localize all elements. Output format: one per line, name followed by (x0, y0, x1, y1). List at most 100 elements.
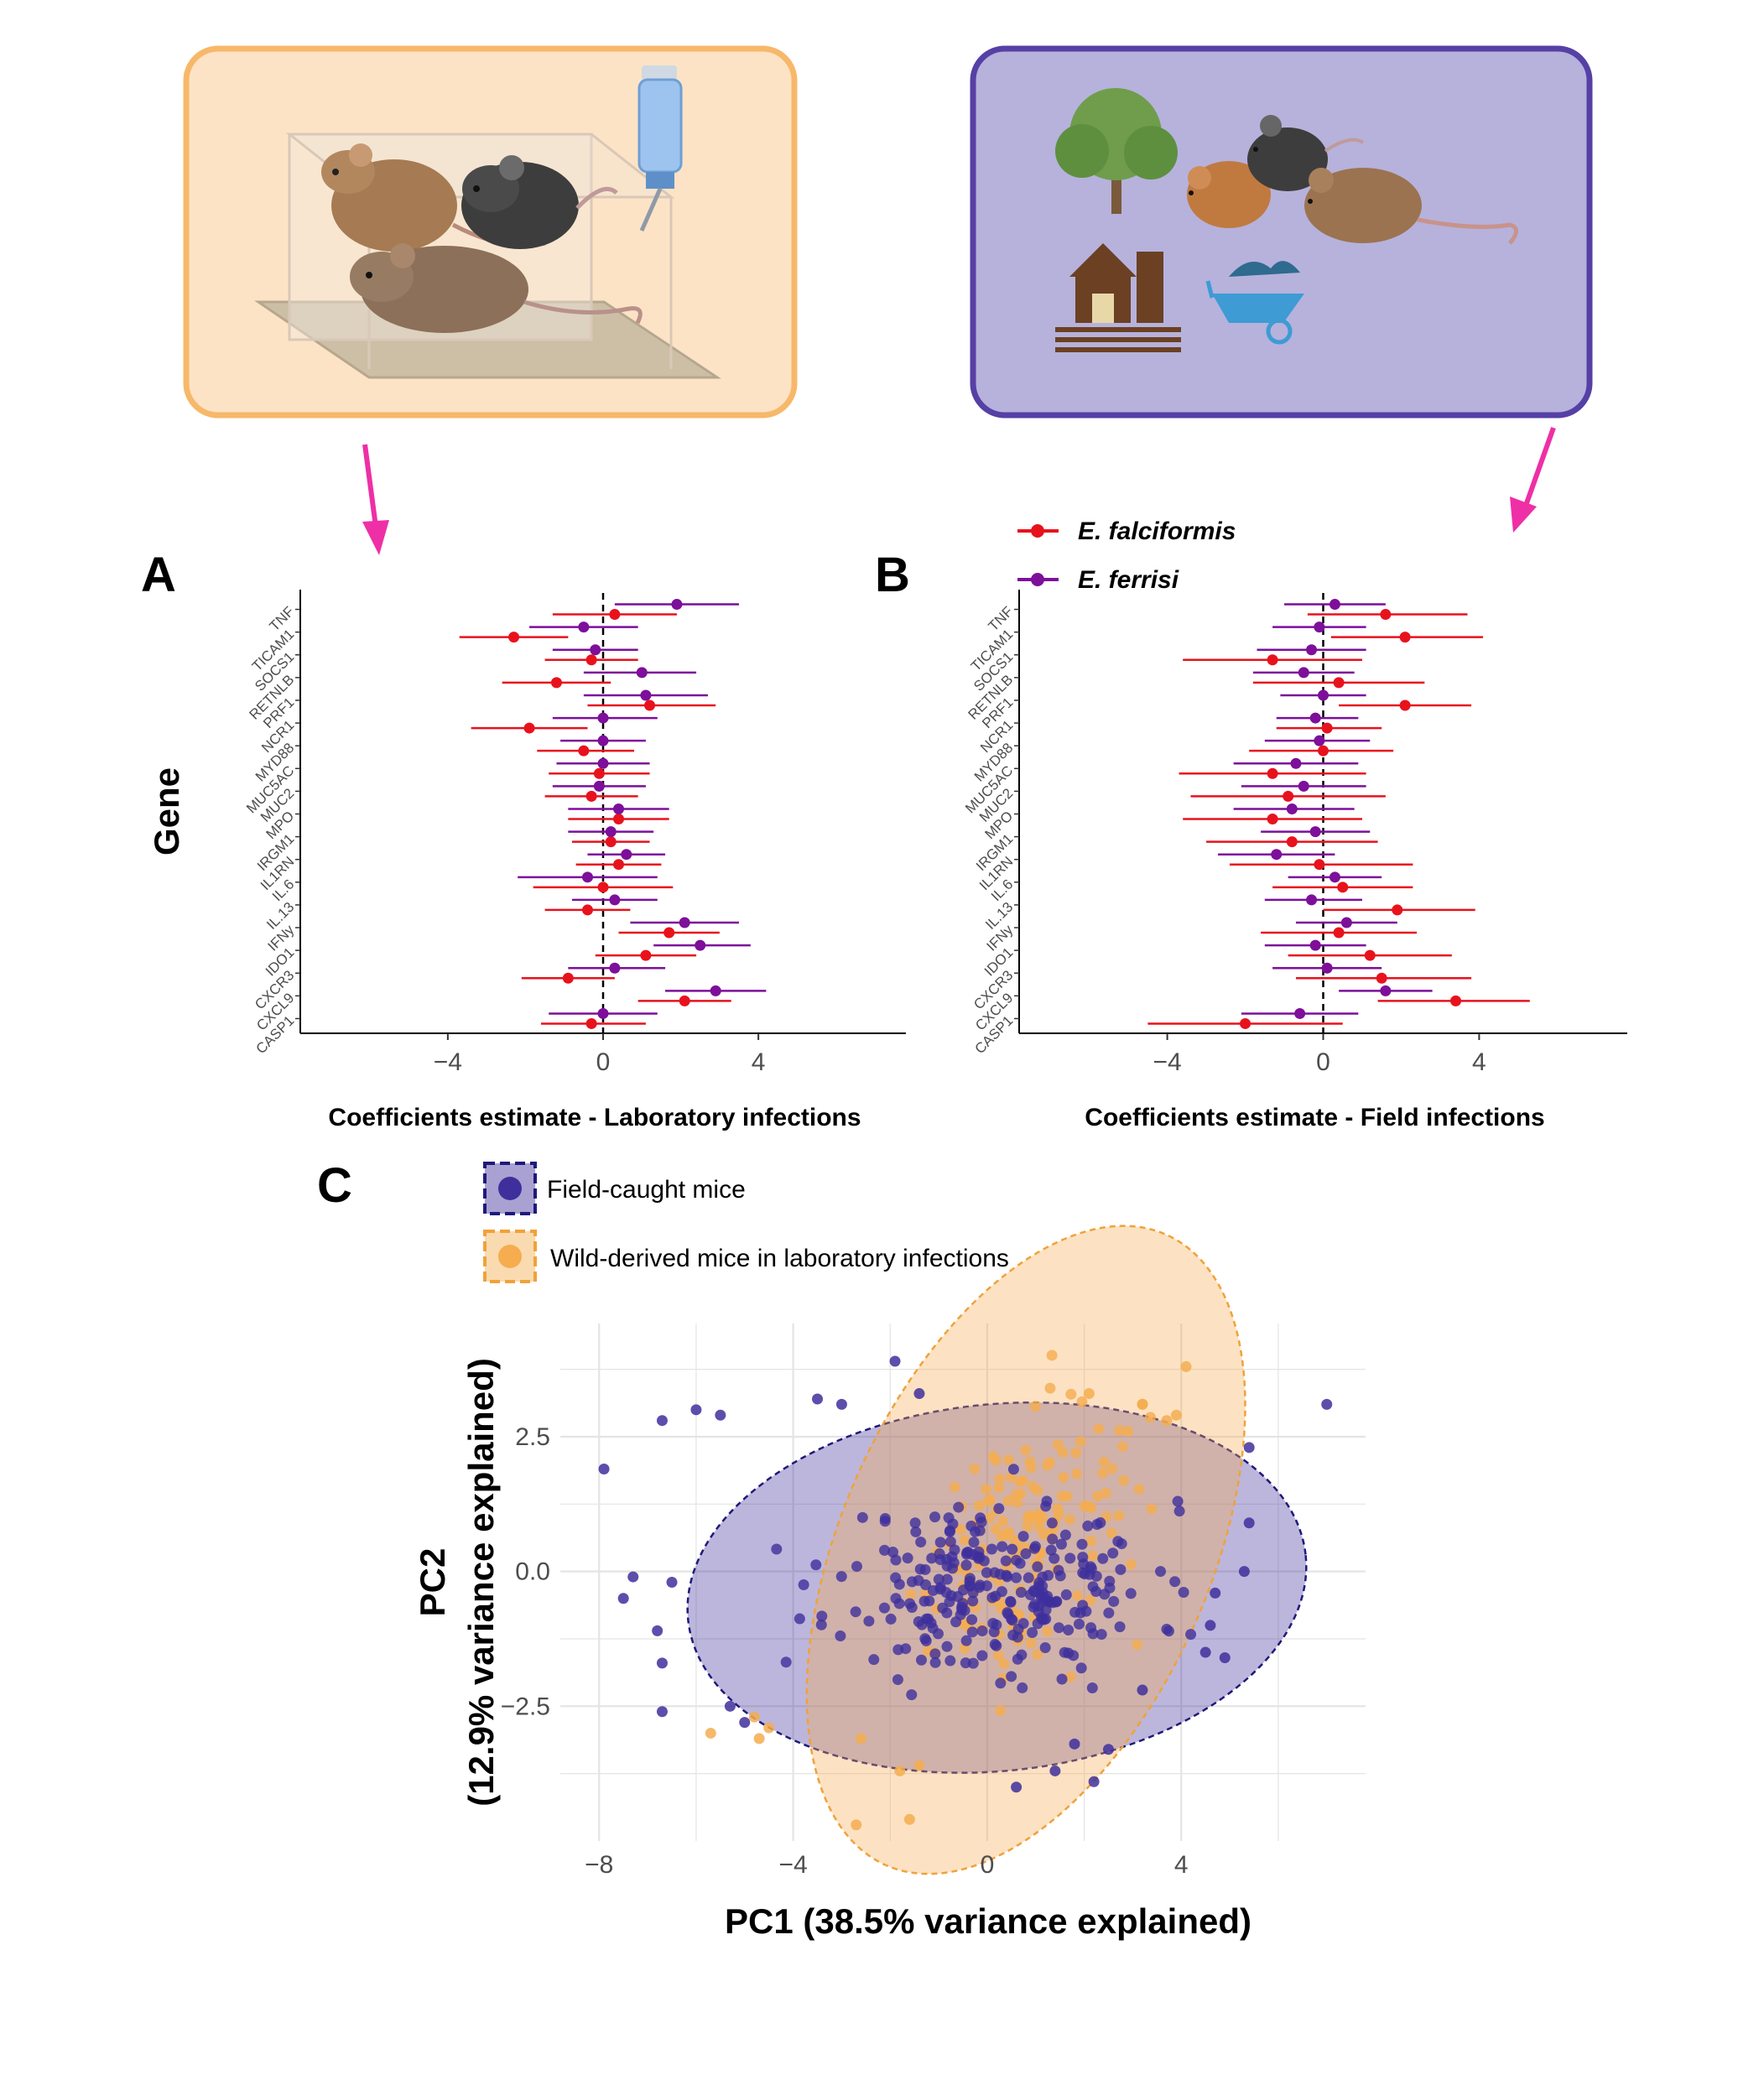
x-tick-label: 0 (1316, 1048, 1330, 1076)
lab-mouse-point (1091, 1490, 1103, 1502)
estimate-point (1240, 1017, 1251, 1029)
estimate-point (1321, 962, 1333, 974)
estimate-point (671, 599, 683, 611)
field-mouse-point (890, 1572, 902, 1584)
x-tick-label: −8 (585, 1851, 613, 1879)
lab-mouse-point (1113, 1510, 1125, 1521)
field-mouse-point (780, 1656, 792, 1668)
estimate-point (613, 859, 625, 871)
lab-mouse-point (1022, 1512, 1033, 1524)
lab-mouse-point (1170, 1409, 1182, 1421)
field-mouse-point (1114, 1621, 1126, 1633)
field-mouse-point (981, 1567, 992, 1578)
field-mouse-point (944, 1525, 956, 1537)
estimate-point (605, 826, 617, 838)
estimate-point (621, 849, 632, 861)
estimate-point (581, 904, 593, 916)
estimate-point (605, 836, 617, 848)
estimate-point (1314, 621, 1325, 633)
lab-mouse-point (981, 1484, 992, 1495)
field-mouse-point (967, 1587, 979, 1599)
lab-mouse-point (705, 1727, 716, 1739)
field-mouse-point (1108, 1595, 1120, 1607)
field-mouse-point (919, 1563, 931, 1575)
field-mouse-point (879, 1544, 891, 1556)
lab-mouse-point (1161, 1415, 1173, 1427)
lab-mouse-point (1065, 1388, 1077, 1400)
field-mouse-point (974, 1525, 986, 1537)
estimate-point (1333, 677, 1345, 689)
field-mouse-point (1172, 1495, 1184, 1507)
field-mouse-point (1060, 1589, 1072, 1600)
estimate-point (523, 722, 535, 734)
field-mouse-point (885, 1613, 897, 1625)
estimate-point (1309, 712, 1321, 724)
field-mouse-point (941, 1641, 953, 1652)
lab-mouse-point (1098, 1456, 1110, 1468)
field-mouse-point (1210, 1587, 1221, 1599)
lab-mouse-point (1133, 1484, 1145, 1495)
estimate-point (1306, 894, 1318, 906)
lab-mouse-point (1042, 1625, 1054, 1637)
lab-mouse-point (1137, 1398, 1148, 1410)
field-mouse-point (1007, 1615, 1018, 1626)
field-mouse-point (1002, 1571, 1013, 1583)
field-mouse-point (941, 1560, 953, 1572)
field-mouse-point (1163, 1625, 1174, 1637)
estimate-point (1309, 826, 1321, 838)
estimate-point (581, 871, 593, 883)
field-mouse-point (812, 1393, 824, 1405)
estimate-point (508, 632, 520, 643)
field-mouse-point (1046, 1517, 1058, 1529)
x-tick-label: 4 (1472, 1048, 1486, 1076)
lab-mouse-point (1093, 1423, 1105, 1435)
lab-mouse-point (1009, 1535, 1021, 1547)
lab-mouse-point (1020, 1444, 1032, 1456)
lab-mouse-point (1083, 1388, 1095, 1400)
estimate-point (597, 712, 609, 724)
field-mouse-point (1049, 1765, 1061, 1776)
lab-mouse-point (1072, 1590, 1084, 1602)
lab-mouse-point (1044, 1382, 1056, 1394)
field-mouse-point (989, 1567, 1001, 1578)
field-mouse-point (924, 1595, 935, 1607)
field-mouse-point (1024, 1589, 1036, 1601)
field-mouse-point (1049, 1552, 1060, 1564)
lab-mouse-point (998, 1658, 1010, 1670)
field-mouse-point (1055, 1538, 1067, 1550)
field-mouse-point (724, 1700, 736, 1712)
estimate-point (1321, 722, 1333, 734)
field-mouse-point (856, 1511, 868, 1523)
field-mouse-point (996, 1541, 1008, 1552)
lab-mouse-point (1100, 1487, 1111, 1499)
lab-mouse-point (983, 1495, 995, 1507)
panel-letter-C: C (317, 1158, 352, 1213)
estimate-point (1340, 917, 1352, 928)
estimate-point (585, 790, 597, 802)
estimate-point (636, 667, 648, 679)
lab-mouse-point (1012, 1496, 1023, 1508)
field-mouse-point (1238, 1566, 1250, 1578)
estimate-point (710, 985, 721, 996)
x-tick-label: −4 (778, 1851, 807, 1879)
field-mouse-point (1095, 1629, 1107, 1641)
field-mouse-point (1115, 1563, 1127, 1575)
lab-mouse-point (1085, 1536, 1097, 1547)
field-mouse-point (868, 1654, 880, 1666)
field-mouse-point (909, 1517, 921, 1529)
lab-mouse-point (903, 1813, 915, 1825)
lab-mouse-point (1032, 1649, 1043, 1661)
estimate-point (1329, 871, 1340, 883)
field-mouse-point (986, 1592, 998, 1604)
estimate-point (585, 654, 597, 666)
lab-mouse-point (997, 1516, 1009, 1527)
field-mouse-point (890, 1554, 902, 1566)
field-mouse-point (1185, 1629, 1197, 1641)
field-mouse-point (1010, 1572, 1022, 1584)
black-mouse-icon (1247, 115, 1365, 191)
lab-mouse-point (959, 1534, 970, 1546)
estimate-point (1380, 985, 1392, 996)
x-tick-label: 0 (596, 1048, 611, 1076)
x-axis-title-field: Coefficients estimate - Field infections (1085, 1104, 1544, 1131)
field-mouse-point (1015, 1586, 1027, 1598)
